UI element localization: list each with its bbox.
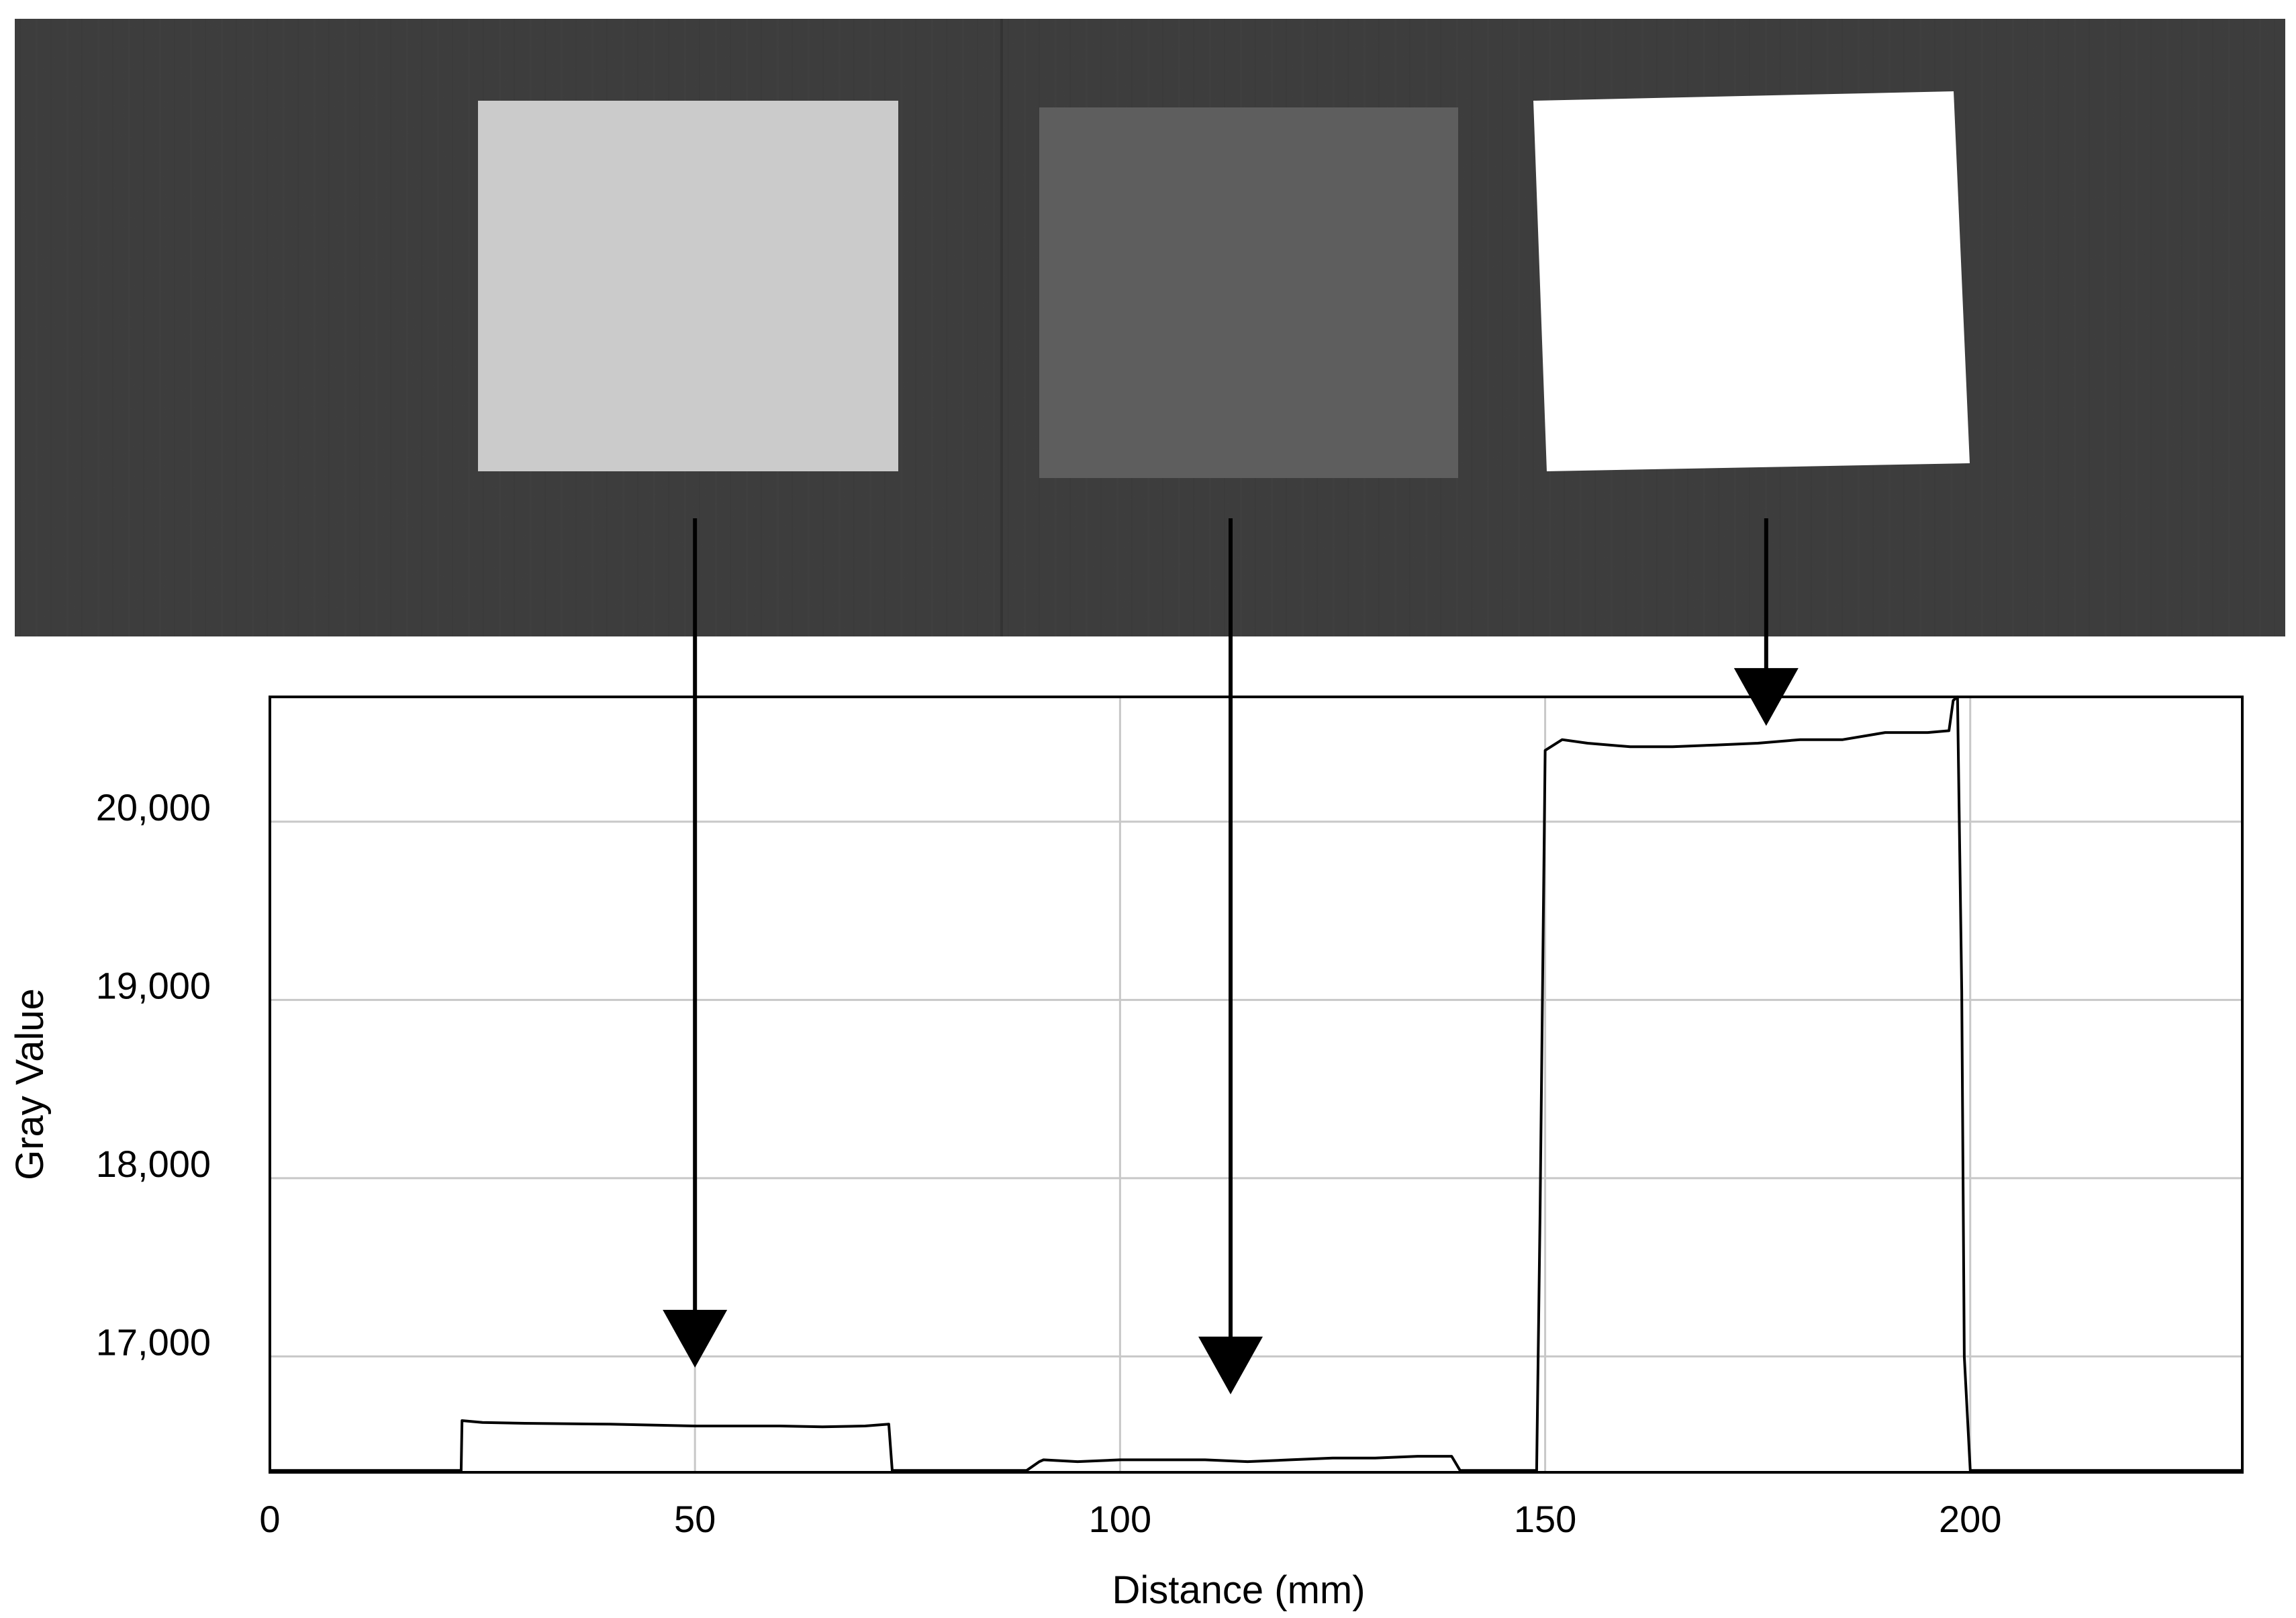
series-line	[270, 696, 2242, 1472]
y-tick-label: 17,000	[96, 1321, 211, 1363]
y-tick-labels: 17,000 18,000 19,000 20,000	[96, 786, 211, 1364]
x-axis-title: Distance (mm)	[1112, 1568, 1365, 1612]
x-tick-label: 200	[1939, 1498, 2001, 1540]
arrow-head	[663, 1310, 728, 1368]
radiograph-panel	[15, 19, 2285, 636]
sample-left	[478, 101, 898, 471]
y-tick-label: 19,000	[96, 964, 211, 1006]
y-tick-label: 18,000	[96, 1143, 211, 1185]
x-tick-label: 100	[1089, 1498, 1151, 1540]
x-tick-label: 50	[674, 1498, 716, 1540]
arrow-head	[1198, 1336, 1263, 1394]
x-tick-label: 0	[259, 1498, 280, 1540]
sample-right	[1533, 91, 1970, 471]
plot-frame	[269, 696, 2244, 1474]
x-tick-label: 150	[1514, 1498, 1576, 1540]
arrow-head	[1733, 668, 1799, 726]
sample-middle	[1039, 107, 1458, 478]
y-axis-title: Gray Value	[8, 988, 52, 1180]
x-tick-labels: 0 50 100 150 200	[259, 1498, 2001, 1540]
y-tick-label: 20,000	[96, 786, 211, 828]
plot-area: 0 50 100 150 200 17,000 18,000 19,000 20,000 Di…	[8, 696, 2244, 1612]
annotation-arrows	[663, 518, 1799, 1394]
